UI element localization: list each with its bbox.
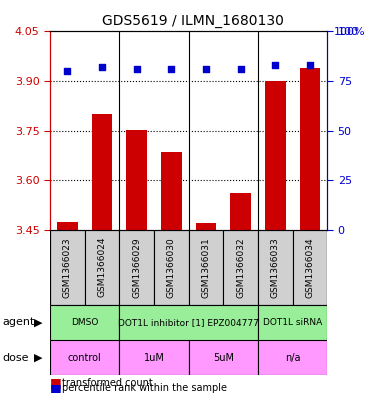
Text: GSM1366029: GSM1366029 — [132, 237, 141, 298]
Point — [99, 64, 105, 70]
Bar — [119, 340, 189, 375]
Text: control: control — [68, 353, 102, 363]
Bar — [154, 230, 189, 305]
Text: n/a: n/a — [285, 353, 300, 363]
Text: dose: dose — [2, 353, 28, 363]
Bar — [126, 130, 147, 230]
Bar — [300, 68, 320, 230]
Bar — [57, 222, 78, 230]
Point — [203, 66, 209, 72]
Bar — [258, 230, 293, 305]
Bar — [293, 230, 327, 305]
Text: percentile rank within the sample: percentile rank within the sample — [62, 383, 227, 393]
Text: DOT1L inhibitor [1] EPZ004777: DOT1L inhibitor [1] EPZ004777 — [118, 318, 259, 327]
Bar — [230, 193, 251, 230]
Bar — [50, 340, 119, 375]
Point — [134, 66, 140, 72]
Point — [168, 66, 174, 72]
Bar — [50, 230, 85, 305]
Text: agent: agent — [2, 317, 34, 327]
Bar — [189, 230, 223, 305]
Text: GSM1366034: GSM1366034 — [305, 237, 315, 298]
Text: DMSO: DMSO — [71, 318, 99, 327]
Text: DOT1L siRNA: DOT1L siRNA — [263, 318, 322, 327]
Bar — [258, 340, 327, 375]
Text: GSM1366033: GSM1366033 — [271, 237, 280, 298]
Bar — [50, 305, 119, 340]
Bar — [92, 114, 112, 230]
Bar — [85, 230, 119, 305]
Bar — [161, 152, 182, 230]
Text: transformed count: transformed count — [62, 378, 152, 388]
Text: GDS5619 / ILMN_1680130: GDS5619 / ILMN_1680130 — [102, 14, 283, 28]
Text: ▶: ▶ — [33, 353, 42, 363]
Text: GSM1366032: GSM1366032 — [236, 237, 245, 298]
Point — [307, 62, 313, 68]
Point — [272, 62, 278, 68]
Text: GSM1366024: GSM1366024 — [97, 237, 107, 298]
Text: ■: ■ — [50, 382, 62, 393]
Bar — [189, 340, 258, 375]
Bar — [258, 305, 327, 340]
Bar — [196, 222, 216, 230]
Text: ■: ■ — [50, 376, 62, 389]
Text: ▶: ▶ — [33, 317, 42, 327]
Bar — [223, 230, 258, 305]
Text: GSM1366030: GSM1366030 — [167, 237, 176, 298]
Text: GSM1366031: GSM1366031 — [201, 237, 211, 298]
Point — [238, 66, 244, 72]
Bar — [119, 230, 154, 305]
Y-axis label: 100%: 100% — [334, 28, 365, 37]
Text: 5uM: 5uM — [213, 353, 234, 363]
Bar — [265, 81, 286, 230]
Text: 1uM: 1uM — [144, 353, 164, 363]
Point — [64, 68, 70, 74]
Bar — [119, 305, 258, 340]
Text: GSM1366023: GSM1366023 — [63, 237, 72, 298]
